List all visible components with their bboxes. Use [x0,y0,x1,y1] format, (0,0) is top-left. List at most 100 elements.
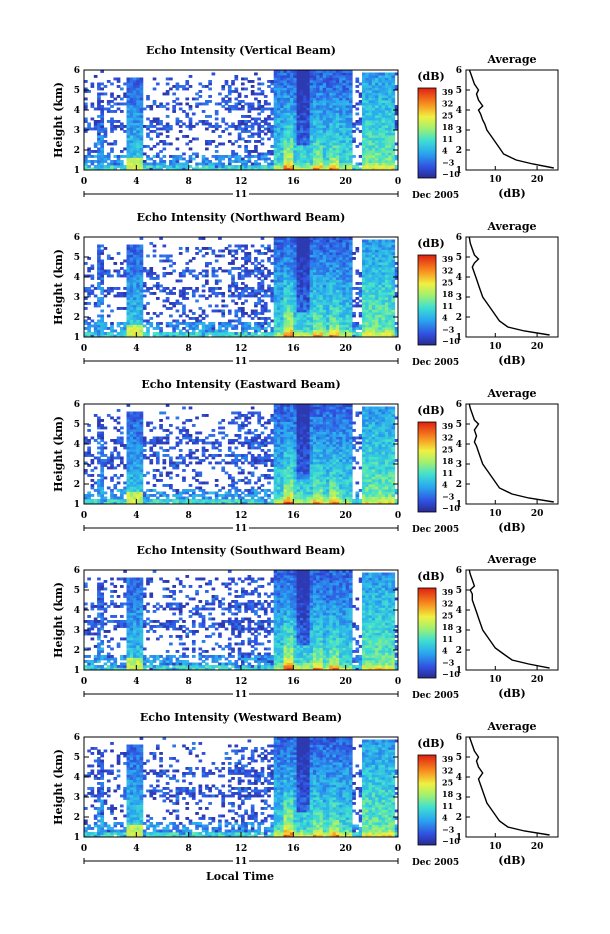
heatmap-cell [166,325,170,328]
heatmap-cell [100,140,104,143]
heatmap-cell [297,133,301,136]
heatmap-cell [284,297,288,300]
heatmap-cell [140,280,144,283]
heatmap-cell [369,113,373,116]
heatmap-cell [143,305,147,308]
heatmap-cell [313,113,317,116]
heatmap-cell [284,95,288,98]
heatmap-cell [378,277,382,280]
heatmap-cell [336,113,340,116]
heatmap-cell [97,479,101,482]
heatmap-cell [254,290,258,293]
heatmap-cell [290,83,294,86]
heatmap-cell [320,148,324,151]
heatmap-cell [287,133,291,136]
heatmap-cell [365,138,369,141]
heatmap-cell [274,85,278,88]
heatmap-cell [293,277,297,280]
heatmap-cell [349,165,353,168]
heatmap-cell [234,153,238,156]
heatmap-cell [329,315,333,318]
heatmap-cell [310,108,314,111]
heatmap-cell [192,153,196,156]
heatmap-cell [339,140,343,143]
heatmap-cell [123,322,127,325]
heatmap-cell [313,148,317,151]
heatmap-cell [284,165,288,168]
heatmap-cell [238,155,242,158]
heatmap-cell [136,110,140,113]
heatmap-cell [382,330,386,333]
heatmap-cell [248,260,252,263]
heatmap-cell [87,499,91,502]
heatmap-cell [323,113,327,116]
heatmap-cell [136,327,140,330]
heatmap-cell [388,115,392,118]
heatmap-cell [303,275,307,278]
heatmap-cell [97,487,101,490]
heatmap-cell [127,160,131,163]
heatmap-cell [388,135,392,138]
heatmap-cell [176,155,180,158]
heatmap-cell [293,315,297,318]
heatmap-cell [303,287,307,290]
heatmap-cell [372,315,376,318]
heatmap-cell [303,148,307,151]
heatmap-cell [182,163,186,166]
heatmap-cell [352,123,356,126]
heatmap-cell [385,270,389,273]
heatmap-cell [130,245,134,248]
heatmap-cell [244,148,248,151]
heatmap-cell [316,250,320,253]
heatmap-cell [339,277,343,280]
heatmap-cell [136,80,140,83]
heatmap-cell [342,125,346,128]
heatmap-cell [215,118,219,121]
heatmap-cell [362,292,366,295]
heatmap-cell [382,252,386,255]
heatmap-cell [336,277,340,280]
heatmap-cell [333,317,337,320]
x-tick-label: 8 [186,177,192,187]
heatmap-cell [300,322,304,325]
heatmap-cell [97,484,101,487]
heatmap-cell [369,262,373,265]
heatmap-cell [143,295,147,298]
heatmap-cell [172,262,176,265]
heatmap-cell [231,123,235,126]
heatmap-cell [91,454,95,457]
heatmap-cell [391,285,395,288]
heatmap-cell [254,160,258,163]
heatmap-cell [274,80,278,83]
heatmap-cell [323,135,327,138]
heatmap-cell [336,165,340,168]
y-tick-label: 3 [74,293,80,303]
heatmap-cell [349,135,353,138]
heatmap-cell [297,155,301,158]
heatmap-cell [303,165,307,168]
heatmap-cell [333,98,337,101]
heatmap-cell [267,245,271,248]
heatmap-cell [297,265,301,268]
heatmap-cell [244,267,248,270]
heatmap-cell [349,138,353,141]
heatmap-cell [320,292,324,295]
heatmap-cell [94,155,98,158]
heatmap-cell [87,454,91,457]
heatmap-cell [146,275,150,278]
heatmap-cell [336,312,340,315]
heatmap-cell [254,257,258,260]
heatmap-cell [284,310,288,313]
heatmap-cell [153,120,157,123]
heatmap-cell [372,295,376,298]
heatmap-cell [195,247,199,250]
heatmap-cell [274,307,278,310]
heatmap-cell [140,307,144,310]
heatmap-cell [234,160,238,163]
heatmap-cell [97,302,101,305]
heatmap-cell [362,73,366,76]
heatmap-cell [218,93,222,96]
heatmap-cell [261,155,265,158]
heatmap-cell [280,103,284,106]
heatmap-cell [100,469,104,472]
